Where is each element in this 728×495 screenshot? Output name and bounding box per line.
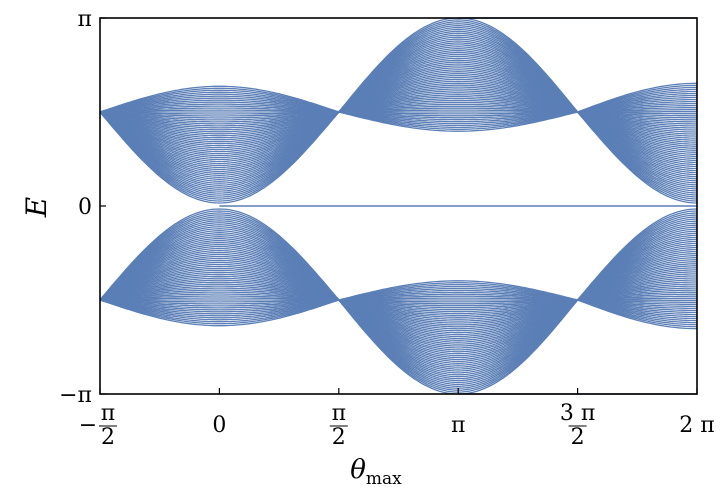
y-tick-label-1: 0: [78, 195, 92, 220]
x-axis-label-subscript: max: [366, 469, 402, 489]
x-tick-den-2: 2: [332, 425, 346, 450]
x-tick-num-2: π: [332, 401, 346, 426]
x-tick-num-4: 3 π: [560, 401, 595, 426]
x-tick-text-1: 0: [212, 413, 226, 438]
x-tick-label-4: 3 π2: [560, 401, 595, 450]
y-tick-label-2: −π: [59, 383, 92, 408]
y-axis-label: E: [20, 197, 53, 218]
ticks-layer: [99, 17, 698, 395]
x-tick-label-2: π2: [329, 401, 348, 450]
x-tick-sign-0: −: [79, 413, 97, 438]
x-tick-label-1: 0: [212, 413, 226, 438]
x-tick-den-0: 2: [101, 425, 115, 450]
upper-band-line-59: [99, 17, 698, 113]
y-tick-label-0: π: [78, 7, 92, 32]
x-tick-text-3: π: [451, 413, 465, 438]
x-axis-label: θmax: [350, 455, 402, 489]
bands-layer: [99, 17, 698, 395]
x-tick-label-3: π: [451, 413, 465, 438]
x-tick-den-4: 2: [571, 425, 585, 450]
lower-band-line-59: [99, 208, 698, 301]
x-tick-label-5: 2 π: [679, 413, 714, 438]
x-tick-text-5: 2 π: [679, 413, 714, 438]
x-tick-label-0: − π2: [79, 401, 117, 450]
x-tick-num-0: π: [101, 401, 115, 426]
labels-layer: − π2 0 π2 π 3 π2 2 ππ0−π: [59, 7, 715, 450]
